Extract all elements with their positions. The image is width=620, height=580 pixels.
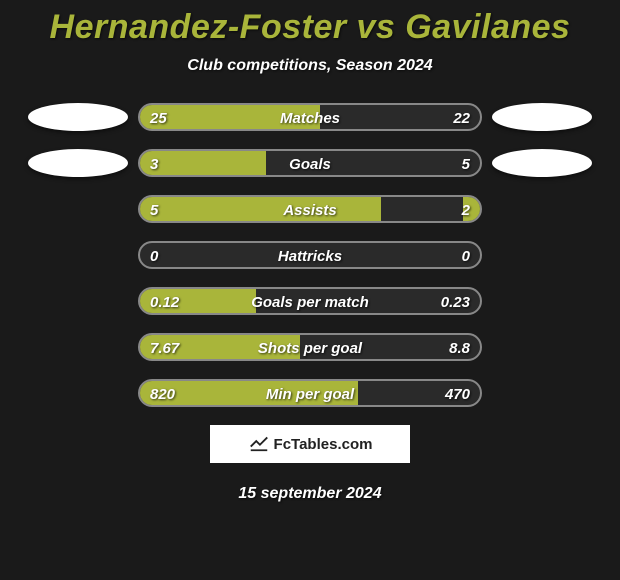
stat-label: Shots per goal: [140, 335, 480, 361]
comparison-card: Hernandez-Foster vs Gavilanes Club compe…: [0, 0, 620, 580]
stat-label: Goals per match: [140, 289, 480, 315]
team-left-logo: [28, 103, 128, 131]
stat-bar-track: 7.678.8Shots per goal: [138, 333, 482, 361]
stat-row: 52Assists: [0, 195, 620, 223]
team-left-logo-slot: [18, 149, 138, 177]
watermark-text: FcTables.com: [274, 436, 373, 453]
page-title: Hernandez-Foster vs Gavilanes: [0, 8, 620, 47]
team-right-logo: [492, 149, 592, 177]
watermark[interactable]: FcTables.com: [210, 425, 410, 463]
stat-row: 0.120.23Goals per match: [0, 287, 620, 315]
stat-bar-track: 35Goals: [138, 149, 482, 177]
stat-label: Min per goal: [140, 381, 480, 407]
stat-row: 7.678.8Shots per goal: [0, 333, 620, 361]
stat-label: Assists: [140, 197, 480, 223]
stat-row: 35Goals: [0, 149, 620, 177]
comparison-chart: 2522Matches 35Goals 52Assists 00Hattricks 0.…: [0, 103, 620, 407]
stat-label: Matches: [140, 105, 480, 131]
stat-label: Goals: [140, 151, 480, 177]
stat-bar-track: 820470Min per goal: [138, 379, 482, 407]
stat-row: 820470Min per goal: [0, 379, 620, 407]
team-right-logo-slot: [482, 103, 602, 131]
stat-bar-track: 2522Matches: [138, 103, 482, 131]
stat-row: 00Hattricks: [0, 241, 620, 269]
team-right-logo: [492, 103, 592, 131]
chart-icon: [248, 431, 270, 458]
stat-row: 2522Matches: [0, 103, 620, 131]
stat-bar-track: 0.120.23Goals per match: [138, 287, 482, 315]
team-right-logo-slot: [482, 149, 602, 177]
page-subtitle: Club competitions, Season 2024: [0, 57, 620, 75]
stat-bar-track: 00Hattricks: [138, 241, 482, 269]
stat-label: Hattricks: [140, 243, 480, 269]
stat-bar-track: 52Assists: [138, 195, 482, 223]
team-left-logo: [28, 149, 128, 177]
team-left-logo-slot: [18, 103, 138, 131]
footer-date: 15 september 2024: [0, 485, 620, 503]
